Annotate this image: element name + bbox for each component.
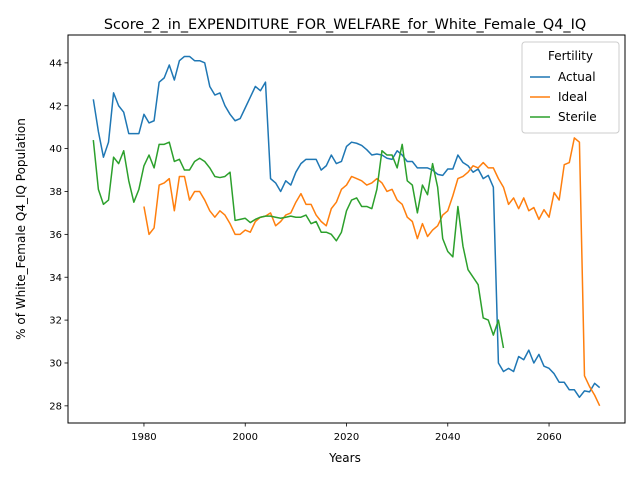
y-tick-label: 28 [49, 401, 62, 412]
y-tick-label: 38 [49, 187, 62, 198]
y-tick-label: 42 [49, 101, 62, 112]
legend-label-ideal: Ideal [558, 90, 587, 104]
legend-title: Fertility [548, 49, 593, 63]
legend: Fertility Actual Ideal Sterile [521, 41, 620, 134]
legend-label-sterile: Sterile [558, 110, 597, 124]
x-tick-label: 2020 [334, 432, 359, 443]
y-axis-label: % of White_Female Q4_IQ Population [14, 118, 28, 340]
y-tick-label: 32 [49, 316, 62, 327]
series-line-ideal [143, 137, 601, 407]
x-tick-label: 2060 [536, 432, 561, 443]
y-tick-label: 44 [49, 58, 62, 69]
y-tick-label: 36 [49, 230, 62, 241]
y-tick-label: 40 [49, 144, 62, 155]
legend-box [521, 41, 620, 134]
y-tick-label: 34 [49, 273, 62, 284]
x-axis-label: Years [328, 451, 361, 465]
x-tick-label: 1980 [131, 432, 156, 443]
y-axis-ticks: 28 30 32 34 36 38 40 42 44 [49, 58, 68, 412]
y-tick-label: 30 [49, 359, 62, 370]
series-line-sterile [92, 139, 505, 349]
series-line-actual [92, 55, 601, 399]
x-axis-ticks: 1980 2000 2020 2040 2060 [131, 423, 562, 443]
series-lines [92, 55, 601, 407]
chart-title: Score_2_in_EXPENDITURE_FOR_WELFARE_for_W… [104, 17, 586, 33]
legend-entries: Actual Ideal Sterile [530, 70, 597, 124]
x-tick-label: 2000 [233, 432, 258, 443]
legend-label-actual: Actual [558, 70, 596, 84]
x-tick-label: 2040 [435, 432, 460, 443]
